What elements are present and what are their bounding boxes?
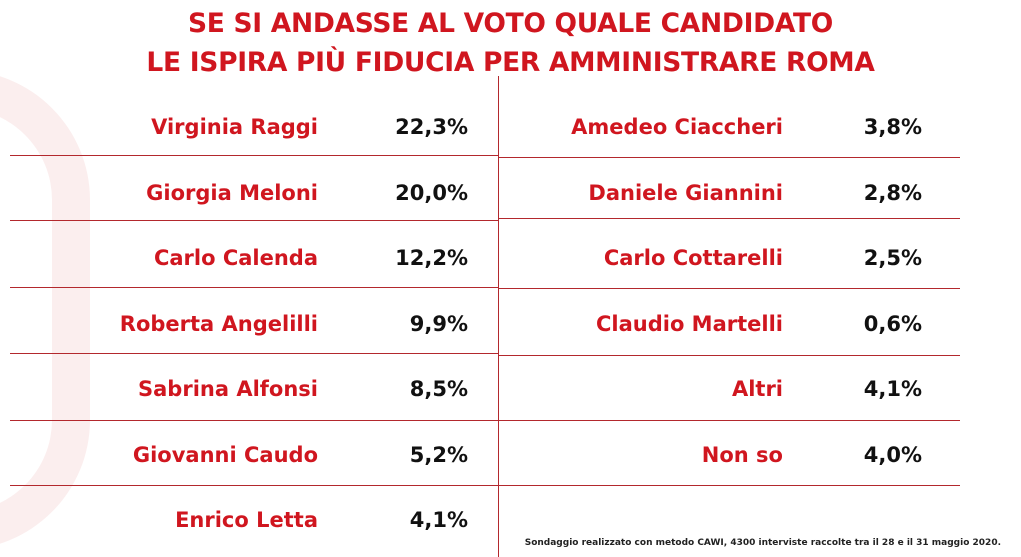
candidate-percentage: 22,3%: [395, 115, 468, 139]
footnote: Sondaggio realizzato con metodo CAWI, 43…: [524, 538, 1001, 548]
candidate-name: Enrico Letta: [175, 508, 318, 532]
row-separator: [499, 218, 960, 219]
row-separator: [10, 420, 498, 421]
row-separator: [499, 157, 960, 158]
candidate-name: Altri: [731, 377, 783, 401]
candidate-percentage: 4,1%: [863, 377, 922, 401]
candidate-percentage: 4,1%: [409, 508, 468, 532]
row-separator: [499, 420, 960, 421]
candidate-percentage: 9,9%: [409, 312, 468, 336]
candidate-name: Carlo Cottarelli: [603, 246, 783, 270]
candidate-name: Daniele Giannini: [588, 181, 783, 205]
candidate-name: Roberta Angelilli: [119, 312, 318, 336]
candidate-name: Sabrina Alfonsi: [138, 377, 318, 401]
candidate-percentage: 5,2%: [409, 443, 468, 467]
row-separator: [499, 485, 960, 486]
candidate-percentage: 2,5%: [863, 246, 922, 270]
row-separator: [10, 287, 498, 288]
candidate-percentage: 0,6%: [863, 312, 922, 336]
row-separator: [10, 220, 498, 221]
candidate-percentage: 2,8%: [863, 181, 922, 205]
candidate-percentage: 20,0%: [395, 181, 468, 205]
chart-title: SE SI ANDASSE AL VOTO QUALE CANDIDATO LE…: [0, 4, 1021, 82]
column-divider: [498, 76, 499, 557]
candidate-percentage: 12,2%: [395, 246, 468, 270]
candidate-name: Virginia Raggi: [151, 115, 318, 139]
row-separator: [10, 155, 498, 156]
candidate-name: Claudio Martelli: [595, 312, 783, 336]
candidate-name: Amedeo Ciaccheri: [571, 115, 783, 139]
candidate-percentage: 8,5%: [409, 377, 468, 401]
background-logo-shape: [0, 70, 90, 550]
row-separator: [499, 288, 960, 289]
row-separator: [499, 355, 960, 356]
title-line-1: SE SI ANDASSE AL VOTO QUALE CANDIDATO: [187, 8, 833, 39]
title-line-2: LE ISPIRA PIÙ FIDUCIA PER AMMINISTRARE R…: [146, 47, 875, 78]
candidate-name: Non so: [701, 443, 783, 467]
candidate-name: Giovanni Caudo: [132, 443, 318, 467]
candidate-name: Giorgia Meloni: [146, 181, 318, 205]
candidate-name: Carlo Calenda: [153, 246, 318, 270]
candidate-percentage: 4,0%: [863, 443, 922, 467]
row-separator: [10, 353, 498, 354]
candidate-percentage: 3,8%: [863, 115, 922, 139]
row-separator: [10, 485, 498, 486]
